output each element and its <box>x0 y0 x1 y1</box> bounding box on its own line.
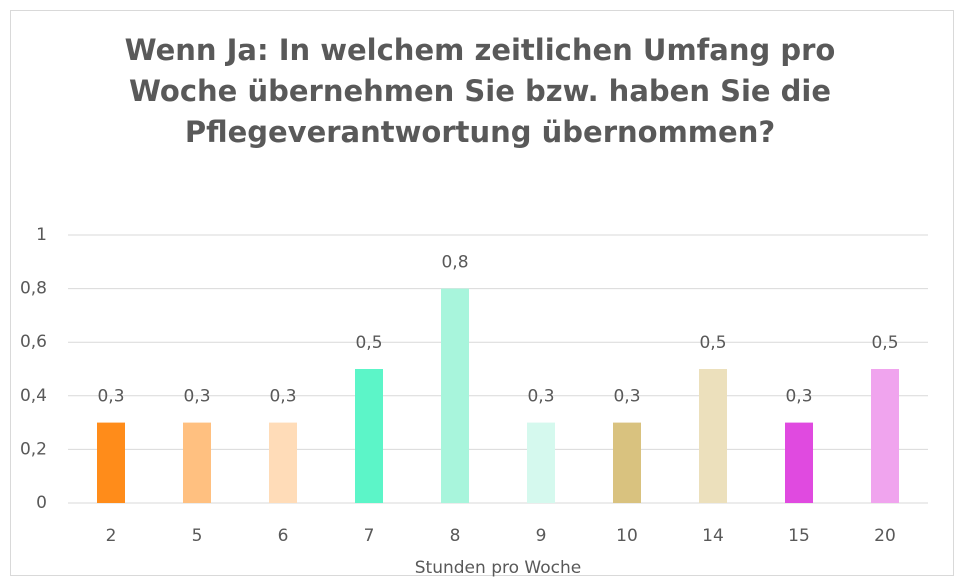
data-label: 0,5 <box>699 333 726 353</box>
y-tick-label: 0,2 <box>20 439 47 459</box>
x-tick-label: 2 <box>106 526 117 546</box>
x-tick-label: 20 <box>874 526 896 546</box>
bar <box>699 369 727 503</box>
x-tick-label: 15 <box>788 526 810 546</box>
bar <box>269 422 297 503</box>
y-tick-label: 1 <box>36 225 47 245</box>
x-tick-label: 14 <box>702 526 724 546</box>
y-tick-label: 0,8 <box>20 279 47 299</box>
bar <box>785 422 813 503</box>
x-axis-label: Stunden pro Woche <box>415 558 581 578</box>
x-tick-label: 6 <box>278 526 289 546</box>
x-tick-label: 7 <box>364 526 375 546</box>
data-label: 0,3 <box>97 387 124 407</box>
x-tick-label: 5 <box>192 526 203 546</box>
x-tick-label: 8 <box>450 526 461 546</box>
data-label: 0,3 <box>527 387 554 407</box>
chart-frame <box>10 10 954 576</box>
bar <box>441 288 469 503</box>
bar <box>183 422 211 503</box>
y-tick-label: 0 <box>36 493 47 513</box>
x-tick-label: 10 <box>616 526 638 546</box>
data-label: 0,3 <box>613 387 640 407</box>
data-label: 0,3 <box>183 387 210 407</box>
data-label: 0,3 <box>785 387 812 407</box>
data-label: 0,5 <box>871 333 898 353</box>
bar <box>355 369 383 503</box>
data-label: 0,3 <box>269 387 296 407</box>
bar <box>97 422 125 503</box>
bar <box>527 422 555 503</box>
bar <box>871 369 899 503</box>
data-label: 0,5 <box>355 333 382 353</box>
x-tick-label: 9 <box>536 526 547 546</box>
bar <box>613 422 641 503</box>
y-tick-label: 0,4 <box>20 386 47 406</box>
y-tick-label: 0,6 <box>20 332 47 352</box>
data-label: 0,8 <box>441 253 468 273</box>
chart-title: Wenn Ja: In welchem zeitlichen Umfang pr… <box>124 33 836 149</box>
